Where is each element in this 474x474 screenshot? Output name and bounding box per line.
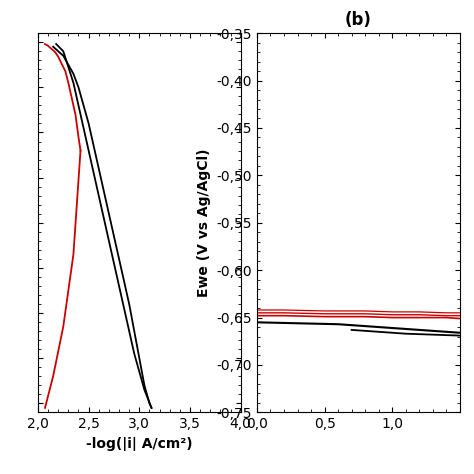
Y-axis label: Ewe (V vs Ag/AgCl): Ewe (V vs Ag/AgCl) [197,148,211,297]
Title: (b): (b) [345,11,372,29]
X-axis label: -log(|i| A/cm²): -log(|i| A/cm²) [86,437,192,451]
